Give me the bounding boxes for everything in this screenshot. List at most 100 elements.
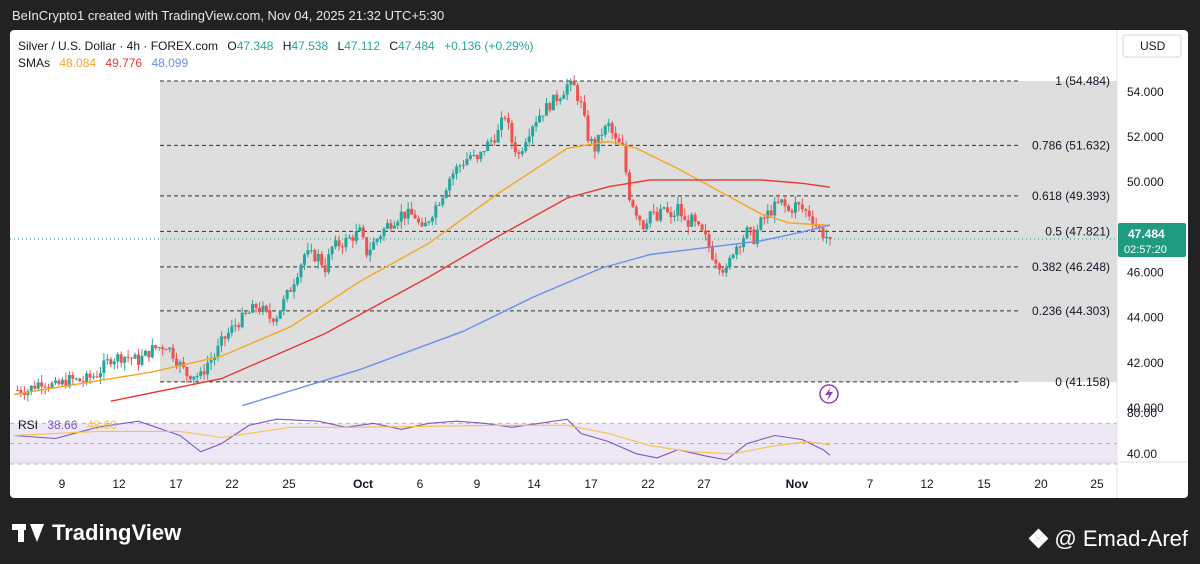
candle-body <box>534 122 538 127</box>
candle-body <box>150 345 154 358</box>
time-axis[interactable]: 9 12 17 22 25 Oct 6 9 14 17 22 27 Nov 7 12 15 20 25 <box>59 477 1104 491</box>
candle-body <box>665 207 669 213</box>
candle-body <box>697 221 701 225</box>
candle-body <box>396 221 400 226</box>
candle-body <box>81 381 85 383</box>
candle-body <box>313 250 317 262</box>
candle-body <box>147 350 151 358</box>
candle-body <box>683 216 687 221</box>
candle-body <box>710 246 714 260</box>
fib-levels: 1 (54.484) 0.786 (51.632) 0.618 (49.393) 0.… <box>10 74 1117 389</box>
candle-body <box>603 125 607 135</box>
candle-body <box>593 138 597 152</box>
candle-body <box>282 298 286 311</box>
candle-body <box>164 349 168 351</box>
currency-button[interactable]: USD <box>1122 34 1182 58</box>
candle-body <box>375 239 379 242</box>
candle-body <box>437 204 441 206</box>
candle-body <box>337 240 341 247</box>
time-tick-label: Oct <box>353 477 373 491</box>
candle-body <box>57 380 61 385</box>
time-tick-label: 17 <box>169 477 183 491</box>
candle-body <box>444 190 448 198</box>
candle-body <box>285 290 289 299</box>
candle-body <box>161 347 165 350</box>
candle-body <box>600 134 604 136</box>
open-value: 47.348 <box>237 39 274 53</box>
time-tick-label: 9 <box>59 477 66 491</box>
candle-body <box>548 103 552 111</box>
candle-body <box>213 357 217 360</box>
candle-body <box>576 85 580 101</box>
candle-body <box>538 115 542 123</box>
candle-body <box>257 307 261 312</box>
candle-body <box>451 173 455 179</box>
time-tick-label: 25 <box>1090 477 1104 491</box>
candle-body <box>244 312 248 314</box>
candle-body <box>292 284 296 292</box>
candle-body <box>735 246 739 255</box>
candle-body <box>804 209 808 211</box>
fib-label-5: 0.236 (44.303) <box>1032 304 1110 318</box>
time-tick-label: 15 <box>977 477 991 491</box>
candle-body <box>544 103 548 116</box>
candle-body <box>361 227 365 238</box>
candle-body <box>617 138 621 143</box>
candle-body <box>641 220 645 230</box>
candle-body <box>551 94 555 111</box>
price-axis[interactable]: 40.00042.00044.00046.00048.00050.00052.0… <box>1127 85 1164 461</box>
candle-body <box>157 347 161 349</box>
candle-body <box>714 259 718 264</box>
candle-body <box>434 205 438 218</box>
candle-body <box>330 246 334 255</box>
candle-body <box>441 197 445 205</box>
sma-line-1 <box>13 140 831 396</box>
time-tick-label: 7 <box>867 477 874 491</box>
candle-body <box>562 94 566 99</box>
candle-body <box>676 203 680 216</box>
candle-body <box>569 80 573 85</box>
time-tick-label: 27 <box>697 477 711 491</box>
chart-svg[interactable]: 1 (54.484) 0.786 (51.632) 0.618 (49.393) 0.… <box>10 30 1188 498</box>
candle-body <box>64 379 68 387</box>
candle-body <box>140 355 144 365</box>
candle-body <box>531 126 535 137</box>
high-value: 47.538 <box>291 39 328 53</box>
candle-body <box>607 123 611 126</box>
open-label: O <box>227 39 236 53</box>
candle-body <box>790 210 794 213</box>
candle-body <box>385 223 389 229</box>
lightning-icon[interactable] <box>819 384 839 404</box>
fib-label-6: 0 (41.158) <box>1055 375 1110 389</box>
candle-body <box>627 172 631 201</box>
candle-body <box>472 155 476 157</box>
candle-body <box>192 376 196 380</box>
candle-body <box>541 115 545 117</box>
last-price-tag: 47.484 02:57:20 <box>1118 223 1186 257</box>
candle-body <box>520 151 524 154</box>
fib-label-2: 0.618 (49.393) <box>1032 189 1110 203</box>
candle-body <box>406 208 410 219</box>
candle-body <box>461 164 465 166</box>
candle-body <box>116 354 120 362</box>
candle-body <box>690 214 694 227</box>
candle-body <box>828 236 832 240</box>
candle-body <box>92 376 96 378</box>
candle-body <box>430 217 434 222</box>
candle-body <box>707 234 711 247</box>
sma-label: SMAs <box>18 56 50 70</box>
candle-body <box>493 140 497 143</box>
candle-body <box>379 236 383 240</box>
candle-body <box>721 269 725 273</box>
candle-body <box>130 357 134 359</box>
candle-body <box>302 254 306 265</box>
candle-body <box>223 336 227 339</box>
candle-body <box>420 222 424 227</box>
currency-label[interactable]: USD <box>1140 39 1166 53</box>
candle-body <box>731 254 735 258</box>
time-tick-label: 12 <box>920 477 934 491</box>
candle-body <box>195 376 199 378</box>
price-tick-label: 50.000 <box>1127 175 1164 189</box>
chart-panel[interactable]: 1 (54.484) 0.786 (51.632) 0.618 (49.393) 0.… <box>10 30 1188 498</box>
candle-body <box>766 210 770 219</box>
